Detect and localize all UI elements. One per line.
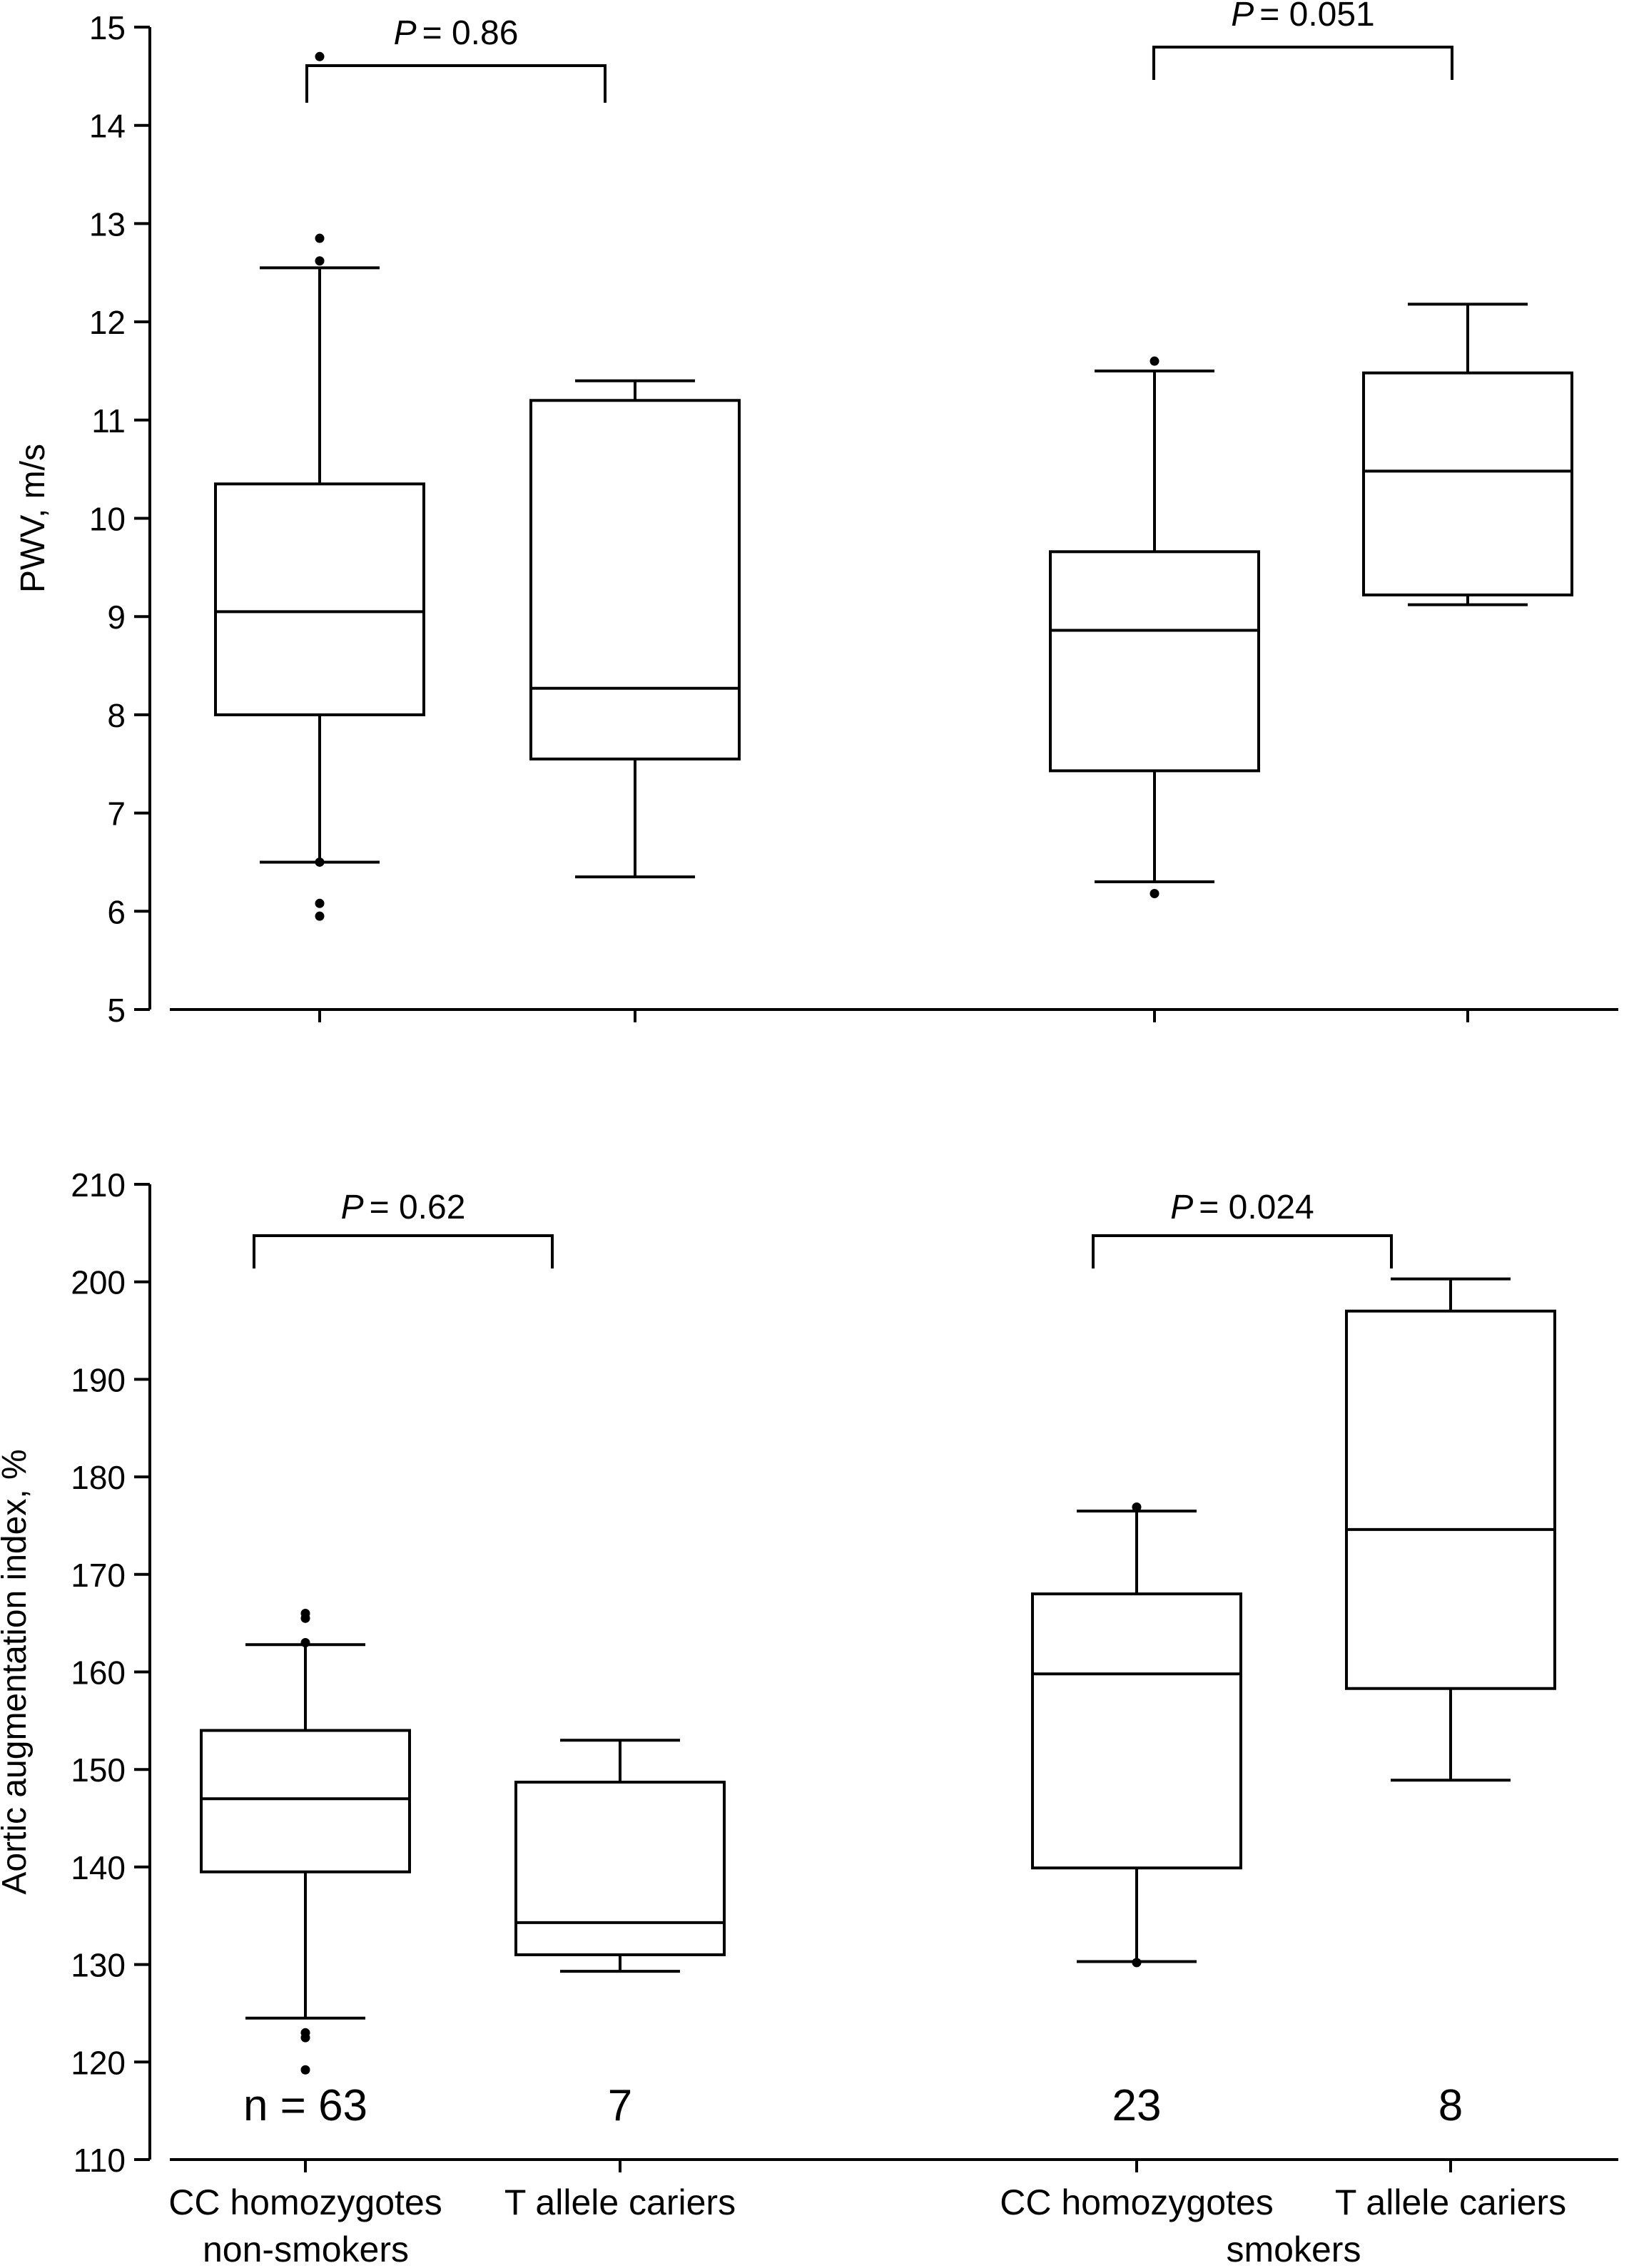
y-tick-label: 110	[73, 2142, 126, 2179]
box-iqr	[1031, 1592, 1242, 1870]
y-tick-label: 160	[71, 1654, 126, 1692]
box-2	[1049, 356, 1260, 899]
p-symbol: P	[1231, 0, 1254, 34]
outlier-point	[315, 51, 325, 61]
x-category-label: CC homozygotes	[1000, 2182, 1274, 2222]
sample-size-label: 7	[608, 2081, 632, 2130]
significance-bracket: P = 0.024	[1092, 1189, 1393, 1268]
y-tick-label: 5	[107, 992, 126, 1029]
box-3	[1362, 302, 1573, 606]
box-iqr	[514, 1780, 726, 1956]
outlier-point	[315, 898, 325, 908]
box-1	[529, 379, 741, 879]
x-category-label: T allele cariers	[1335, 2182, 1566, 2222]
p-value: = 0.051	[1259, 0, 1374, 34]
bracket-line	[305, 64, 607, 103]
box-iqr	[200, 1729, 411, 1873]
outlier-point	[1150, 356, 1159, 366]
outlier-point	[300, 1637, 310, 1647]
y-tick-label: 170	[71, 1557, 126, 1594]
y-tick-label: 13	[89, 205, 126, 243]
y-tick-label: 120	[71, 2044, 126, 2081]
p-value-label: P = 0.051	[1231, 0, 1375, 34]
outlier-point	[300, 2065, 310, 2075]
outlier-point	[1150, 889, 1159, 899]
group-labels: non-smokers smokers	[203, 2229, 1361, 2268]
box-1	[514, 1739, 726, 1973]
y-tick-label: 9	[107, 599, 126, 636]
box-0	[214, 51, 425, 921]
p-value: = 0.86	[422, 14, 519, 52]
y-tick-label: 210	[71, 1166, 126, 1204]
significance-bracket: P = 0.051	[1152, 0, 1453, 80]
y-tick-label: 12	[89, 304, 126, 341]
y-tick-label: 150	[71, 1751, 126, 1789]
outlier-point	[1132, 1502, 1142, 1512]
outlier-point	[315, 233, 325, 243]
box-0	[200, 1608, 411, 2075]
y-tick-label: 140	[71, 1849, 126, 1886]
y-tick-label: 130	[71, 1947, 126, 1984]
bracket-line	[253, 1234, 554, 1268]
x-category-label: T allele cariers	[504, 2182, 736, 2222]
box-iqr	[1345, 1309, 1556, 1690]
outlier-point	[315, 911, 325, 921]
y-axis-label: Aortic augmentation index, %	[0, 1449, 34, 1894]
significance-bracket: P = 0.62	[253, 1189, 554, 1268]
significance-bracket: P = 0.86	[305, 14, 607, 103]
group-label-smokers: smokers	[1227, 2229, 1361, 2268]
y-tick-label: 180	[71, 1459, 126, 1496]
p-value-label: P = 0.86	[394, 14, 519, 52]
p-value-label: P = 0.024	[1170, 1189, 1314, 1226]
box-iqr	[529, 399, 741, 761]
y-tick-label: 190	[71, 1361, 126, 1398]
box-iqr	[1362, 371, 1573, 596]
y-tick-label: 8	[107, 697, 126, 734]
outlier-point	[300, 2028, 310, 2038]
outlier-point	[300, 1608, 310, 1618]
sample-size-label: 23	[1112, 2081, 1162, 2130]
outlier-point	[315, 857, 325, 867]
sample-size-label: n = 63	[243, 2081, 367, 2130]
y-tick-label: 200	[71, 1264, 126, 1301]
y-tick-label: 10	[89, 501, 126, 538]
augmentation-index-panel: 110 120 130 140 150 160 170 180 190 200 210 Aortic …	[0, 1166, 1618, 2222]
bracket-line	[1152, 46, 1453, 80]
p-value-label: P = 0.62	[341, 1189, 466, 1226]
p-value: = 0.024	[1199, 1189, 1314, 1226]
box-iqr	[214, 482, 425, 716]
box-iqr	[1049, 550, 1260, 773]
bracket-line	[1092, 1234, 1393, 1268]
y-tick-label: 15	[89, 9, 126, 46]
x-category-label: CC homozygotes	[168, 2182, 442, 2222]
p-symbol: P	[394, 14, 417, 52]
y-axis-label: PWV, m/s	[14, 444, 52, 593]
y-tick-label: 11	[91, 402, 126, 439]
y-tick-label: 6	[107, 893, 126, 930]
y-tick-label: 7	[107, 795, 126, 833]
p-value: = 0.62	[370, 1189, 466, 1226]
sample-size-label: 8	[1438, 2081, 1463, 2130]
y-tick-label: 14	[89, 108, 126, 145]
outlier-point	[315, 256, 325, 266]
box-3	[1345, 1277, 1556, 1782]
p-symbol: P	[341, 1189, 364, 1226]
box-2	[1031, 1502, 1242, 1968]
outlier-point	[1132, 1958, 1142, 1968]
group-label-non-smokers: non-smokers	[203, 2229, 409, 2268]
p-symbol: P	[1170, 1189, 1193, 1226]
